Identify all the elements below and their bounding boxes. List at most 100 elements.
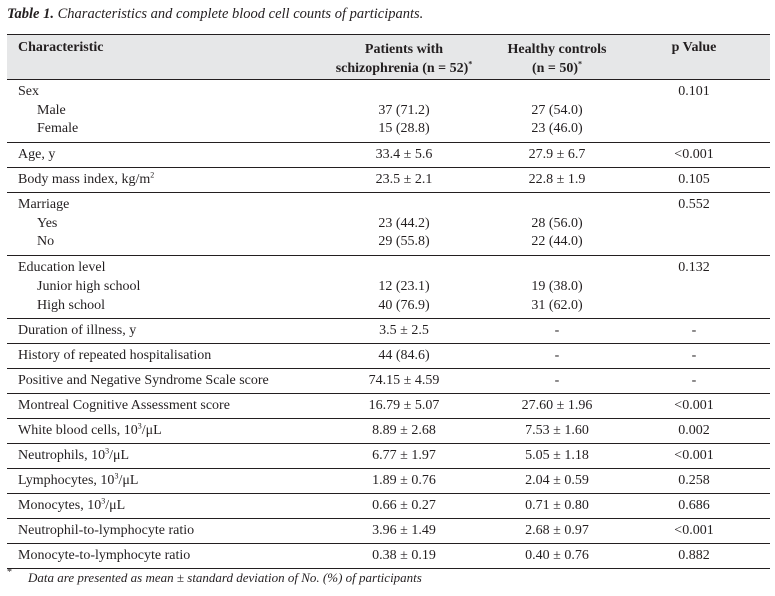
patients-value: 12 (23.1) <box>378 278 430 294</box>
controls-value: 27.9 ± 6.7 <box>528 147 586 163</box>
p-value: 0.258 <box>678 473 710 489</box>
controls-value: 22.8 ± 1.9 <box>528 172 586 188</box>
patients-value: 16.79 ± 5.07 <box>368 398 440 414</box>
row-sublabel: High school <box>37 297 106 313</box>
table-row-age: Age, y 33.4 ± 5.6 27.9 ± 6.7 <0.001 <box>7 143 770 169</box>
controls-value: 7.53 ± 1.60 <box>525 423 589 439</box>
header-characteristic: Characteristic <box>18 40 104 55</box>
controls-value: 5.05 ± 1.18 <box>525 448 589 464</box>
table-title: Characteristics and complete blood cell … <box>54 6 424 22</box>
p-value: 0.101 <box>678 84 710 99</box>
row-label: Positive and Negative Syndrome Scale sco… <box>18 373 269 389</box>
p-value: <0.001 <box>674 448 714 464</box>
header-controls: Healthy controls (n = 50)* <box>507 42 607 76</box>
row-sublabel: Female <box>37 121 79 137</box>
row-label: Neutrophils, 103/μL <box>18 446 130 464</box>
table-row-wbc: White blood cells, 103/μL 8.89 ± 2.68 7.… <box>7 419 770 445</box>
controls-value: - <box>554 323 560 339</box>
controls-value: 31 (62.0) <box>531 297 583 313</box>
table-header: Characteristic Patients with schizophren… <box>7 35 770 80</box>
row-label: Lymphocytes, 103/μL <box>18 471 139 489</box>
row-label: Montreal Cognitive Assessment score <box>18 398 230 414</box>
controls-value: 0.71 ± 0.80 <box>525 498 589 514</box>
patients-value: 74.15 ± 4.59 <box>368 373 440 389</box>
table-caption: Table 1. Characteristics and complete bl… <box>7 6 423 23</box>
footnote-text: Data are presented as mean ± standard de… <box>28 570 422 585</box>
row-label: Monocyte-to-lymphocyte ratio <box>18 548 191 564</box>
row-sublabel: Junior high school <box>37 278 141 294</box>
patients-value: 0.66 ± 0.27 <box>372 498 436 514</box>
row-sublabel: Male <box>37 102 66 118</box>
patients-value: 40 (76.9) <box>378 297 430 313</box>
table-row-monocytes: Monocytes, 103/μL 0.66 ± 0.27 0.71 ± 0.8… <box>7 494 770 520</box>
patients-value: 37 (71.2) <box>378 102 430 118</box>
row-label: Duration of illness, y <box>18 323 137 339</box>
header-p-value: p Value <box>671 40 717 55</box>
table-row-education: Education level 0.132 Junior high school… <box>7 256 770 320</box>
table-row-bmi: Body mass index, kg/m2 23.5 ± 2.1 22.8 ±… <box>7 168 770 194</box>
row-label: Sex <box>18 84 39 99</box>
p-value: 0.002 <box>678 423 710 439</box>
controls-value: 19 (38.0) <box>531 278 583 294</box>
row-label: Monocytes, 103/μL <box>18 496 126 514</box>
row-sublabel: No <box>37 234 55 250</box>
table-row-sex: Sex 0.101 Male 37 (71.2) 27 (54.0) Femal… <box>7 80 770 144</box>
table-row-marriage: Marriage 0.552 Yes 23 (44.2) 28 (56.0) N… <box>7 193 770 257</box>
controls-value: 28 (56.0) <box>531 215 583 231</box>
patients-value: 3.96 ± 1.49 <box>372 523 436 539</box>
row-sublabel: Yes <box>37 215 58 231</box>
controls-value: - <box>554 373 560 389</box>
table-row-duration: Duration of illness, y 3.5 ± 2.5 - - <box>7 319 770 345</box>
header-patients-footnote-mark: * <box>468 59 473 69</box>
p-value: <0.001 <box>674 147 714 163</box>
p-value: <0.001 <box>674 523 714 539</box>
patients-value: 1.89 ± 0.76 <box>372 473 436 489</box>
table-row-neutrophils: Neutrophils, 103/μL 6.77 ± 1.97 5.05 ± 1… <box>7 444 770 470</box>
patients-value: 33.4 ± 5.6 <box>375 147 433 163</box>
table-label: Table 1. <box>7 6 54 22</box>
table-row-lymphocytes: Lymphocytes, 103/μL 1.89 ± 0.76 2.04 ± 0… <box>7 469 770 495</box>
patients-value: 8.89 ± 2.68 <box>372 423 436 439</box>
row-label: White blood cells, 103/μL <box>18 421 162 439</box>
table-row-moca: Montreal Cognitive Assessment score 16.7… <box>7 394 770 420</box>
patients-value: 15 (28.8) <box>378 121 430 137</box>
patients-value: 44 (84.6) <box>378 348 430 364</box>
header-controls-footnote-mark: * <box>578 59 583 69</box>
p-value: - <box>691 348 697 364</box>
patients-value: 23.5 ± 2.1 <box>375 172 433 188</box>
patients-value: 29 (55.8) <box>378 234 430 250</box>
header-patients: Patients with schizophrenia (n = 52)* <box>335 42 473 76</box>
controls-value: 27 (54.0) <box>531 102 583 118</box>
patients-value: 0.38 ± 0.19 <box>372 548 436 564</box>
table-row-hospitalisation: History of repeated hospitalisation 44 (… <box>7 344 770 370</box>
p-value: <0.001 <box>674 398 714 414</box>
patients-value: 23 (44.2) <box>378 215 430 231</box>
p-value: - <box>691 373 697 389</box>
controls-value: 22 (44.0) <box>531 234 583 250</box>
controls-value: 27.60 ± 1.96 <box>521 398 593 414</box>
controls-value: 23 (46.0) <box>531 121 583 137</box>
controls-value: - <box>554 348 560 364</box>
row-label: Education level <box>18 260 106 276</box>
p-value: 0.552 <box>678 197 710 213</box>
footnote-mark: * <box>7 567 12 578</box>
controls-value: 2.04 ± 0.59 <box>525 473 589 489</box>
p-value: 0.132 <box>678 260 710 276</box>
table-row-panss: Positive and Negative Syndrome Scale sco… <box>7 369 770 395</box>
p-value: - <box>691 323 697 339</box>
characteristics-table: Characteristic Patients with schizophren… <box>7 34 770 570</box>
row-label: Marriage <box>18 197 70 213</box>
table-row-mlr: Monocyte-to-lymphocyte ratio 0.38 ± 0.19… <box>7 544 770 568</box>
p-value: 0.105 <box>678 172 710 188</box>
row-label: Neutrophil-to-lymphocyte ratio <box>18 523 195 539</box>
controls-value: 0.40 ± 0.76 <box>525 548 589 564</box>
row-label: Age, y <box>18 147 56 163</box>
row-label: Body mass index, kg/m2 <box>18 170 155 188</box>
p-value: 0.882 <box>678 548 710 564</box>
patients-value: 3.5 ± 2.5 <box>379 323 429 339</box>
p-value: 0.686 <box>678 498 710 514</box>
table-row-nlr: Neutrophil-to-lymphocyte ratio 3.96 ± 1.… <box>7 519 770 545</box>
row-label: History of repeated hospitalisation <box>18 348 212 364</box>
patients-value: 6.77 ± 1.97 <box>372 448 436 464</box>
controls-value: 2.68 ± 0.97 <box>525 523 589 539</box>
